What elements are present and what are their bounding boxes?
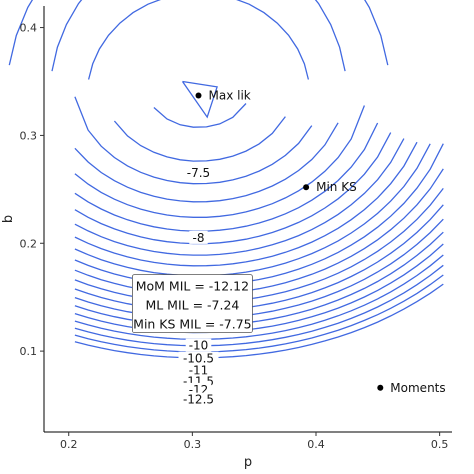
contour-line <box>74 274 444 353</box>
contour-line <box>74 283 444 359</box>
x-axis-title: p <box>244 455 252 470</box>
contour-label-bg <box>178 351 219 365</box>
estimate-point-label: Min KS <box>316 180 357 194</box>
contour-line <box>74 122 339 203</box>
x-tick-label: 0.5 <box>431 438 449 451</box>
y-tick-label: 0.2 <box>20 237 38 250</box>
contour-level-label: -12.5 <box>183 393 214 407</box>
contour-line <box>113 116 286 162</box>
contour-line <box>181 80 218 119</box>
contour-line <box>74 141 418 267</box>
contour-level-label: -10 <box>189 339 209 353</box>
contour-label-bg <box>189 230 208 244</box>
mil-mom-text: MoM MIL = -12.12 <box>136 279 249 294</box>
y-tick-label: 0.4 <box>20 22 38 35</box>
contour-level-label: -10.5 <box>183 352 214 366</box>
estimate-point-label: Max lik <box>209 89 251 103</box>
contour-line <box>74 122 379 232</box>
contour-line <box>74 264 444 347</box>
contour-label-bg <box>178 392 219 406</box>
y-axis-ticks: 0.1 0.2 0.3 0.4 <box>20 22 44 358</box>
y-tick-label: 0.1 <box>20 345 38 358</box>
contour-line <box>74 105 366 218</box>
contour-label-bg <box>182 166 215 180</box>
contour-line <box>74 143 431 277</box>
estimate-point-label: Moments <box>390 381 445 395</box>
x-axis-ticks: 0.2 0.3 0.4 0.5 <box>60 432 448 451</box>
contour-line <box>74 132 392 245</box>
x-tick-label: 0.2 <box>60 438 78 451</box>
x-tick-label: 0.3 <box>184 438 202 451</box>
contour-level-label: -7.5 <box>187 166 210 180</box>
contour-line <box>8 0 389 66</box>
contour-label-bg <box>185 363 212 377</box>
contour-line <box>74 254 444 340</box>
mil-ml-text: ML MIL = -7.24 <box>145 298 239 313</box>
estimate-points: Max lik Min KS Moments <box>195 89 446 395</box>
x-tick-label: 0.4 <box>307 438 325 451</box>
estimate-point <box>303 184 310 191</box>
y-tick-label: 0.3 <box>20 129 38 142</box>
contour-line <box>153 103 247 128</box>
contour-level-label: -11 <box>189 364 209 378</box>
contour-label-bg <box>185 338 212 352</box>
y-axis-title: b <box>1 215 16 223</box>
contour-line <box>74 138 405 256</box>
estimate-point <box>377 384 384 391</box>
axes: 0.2 0.3 0.4 0.5 0.1 0.2 0.3 0.4 p b <box>1 6 452 470</box>
contour-line <box>74 96 313 185</box>
estimate-point <box>195 92 202 99</box>
contour-line <box>51 0 346 72</box>
contour-line <box>87 0 310 80</box>
mil-annotation-box: MoM MIL = -12.12 ML MIL = -7.24 Min KS M… <box>131 274 253 334</box>
mil-annotation-frame <box>131 274 253 334</box>
contour-level-label: -8 <box>193 231 205 245</box>
mil-minks-text: Min KS MIL = -7.75 <box>133 317 251 332</box>
